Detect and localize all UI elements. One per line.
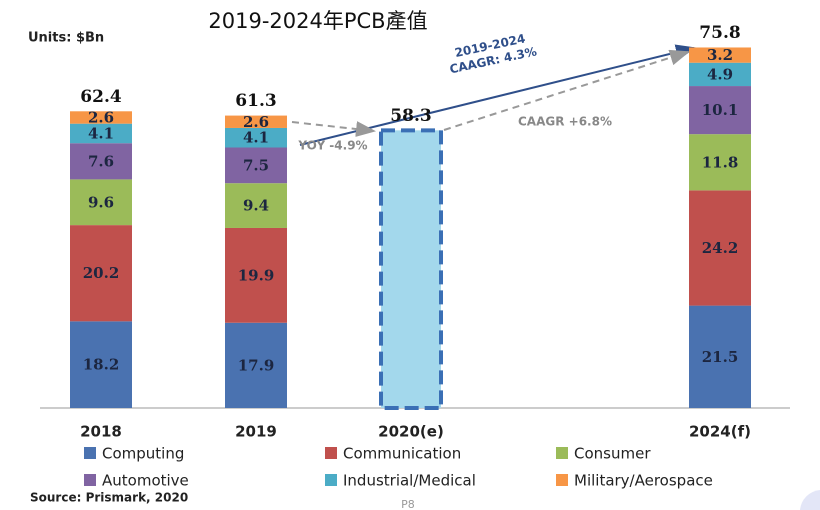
yoy-arrow: [291, 121, 376, 137]
bar-segment: [689, 62, 751, 87]
legend-label: Automotive: [102, 472, 189, 490]
bar-segment: [225, 147, 287, 184]
segment-label: 2.6: [88, 108, 114, 126]
bar-segment: [225, 115, 287, 128]
segment-label: 17.9: [238, 356, 275, 374]
estimate-bar: [379, 128, 443, 410]
x-tick-label: 2020(e): [378, 423, 444, 441]
bar-segment: [70, 111, 132, 124]
bar-segment: [689, 305, 751, 408]
legend-label: Computing: [102, 445, 184, 463]
bar-segment: [70, 321, 132, 408]
bar-segment: [225, 227, 287, 323]
bar-segment: [70, 179, 132, 226]
page-number: P8: [401, 498, 415, 510]
segment-label: 18.2: [83, 356, 120, 374]
legend-label: Military/Aerospace: [574, 472, 713, 490]
legend-swatch: [84, 447, 96, 459]
legend-label: Communication: [343, 445, 461, 463]
annotation: YOY -4.9%: [297, 139, 367, 153]
segment-label: 21.5: [702, 348, 739, 366]
segment-label: 9.4: [243, 197, 269, 215]
bar-segment: [689, 190, 751, 306]
bar-segment: [225, 127, 287, 148]
segment-label: 4.9: [707, 65, 733, 83]
segment-label: 2.6: [243, 113, 269, 131]
legend-swatch: [325, 447, 337, 459]
segment-label: 4.1: [88, 124, 114, 142]
bar-segment: [70, 143, 132, 180]
segment-label: 9.6: [88, 193, 114, 211]
bar-segment: [689, 134, 751, 191]
segment-label: 4.1: [243, 129, 269, 147]
annotation: CAAGR +6.8%: [518, 115, 612, 129]
segment-label: 10.1: [702, 101, 739, 119]
segment-label: 24.2: [702, 239, 739, 257]
segment-label: 7.5: [243, 156, 269, 174]
legend-swatch: [556, 447, 568, 459]
legend-swatch: [84, 474, 96, 486]
bar-segment: [689, 86, 751, 135]
legend-label: Consumer: [574, 445, 651, 463]
bar-segment: [225, 322, 287, 408]
segment-label: 20.2: [83, 264, 120, 282]
segment-label: 19.9: [238, 266, 275, 284]
source: Source: Prismark, 2020: [30, 491, 188, 505]
segment-label: 3.2: [707, 46, 733, 64]
cagr-note: 2019-2024 CAAGR: 4.3%: [448, 31, 538, 76]
decoration: [800, 490, 820, 510]
total-label: 58.3: [390, 106, 431, 126]
chart-title: 2019-2024年PCB產值: [208, 9, 427, 33]
legend-swatch: [325, 474, 337, 486]
legend-swatch: [556, 474, 568, 486]
total-label: 61.3: [235, 91, 276, 111]
x-tick-label: 2018: [80, 423, 122, 441]
units-label: Units: $Bn: [28, 31, 104, 46]
cagr-dashed-arrow: [443, 49, 690, 131]
x-tick-label: 2019: [235, 423, 277, 441]
legend-label: Industrial/Medical: [343, 472, 476, 490]
segment-label: 11.8: [702, 153, 739, 171]
bar-segment: [70, 225, 132, 322]
x-tick-label: 2024(f): [689, 423, 751, 441]
bar-segment: [225, 183, 287, 228]
bar-segment: [70, 123, 132, 144]
bar-segment: [689, 47, 751, 63]
total-label: 62.4: [80, 87, 122, 107]
total-label: 75.8: [699, 23, 740, 43]
segment-label: 7.6: [88, 152, 114, 170]
